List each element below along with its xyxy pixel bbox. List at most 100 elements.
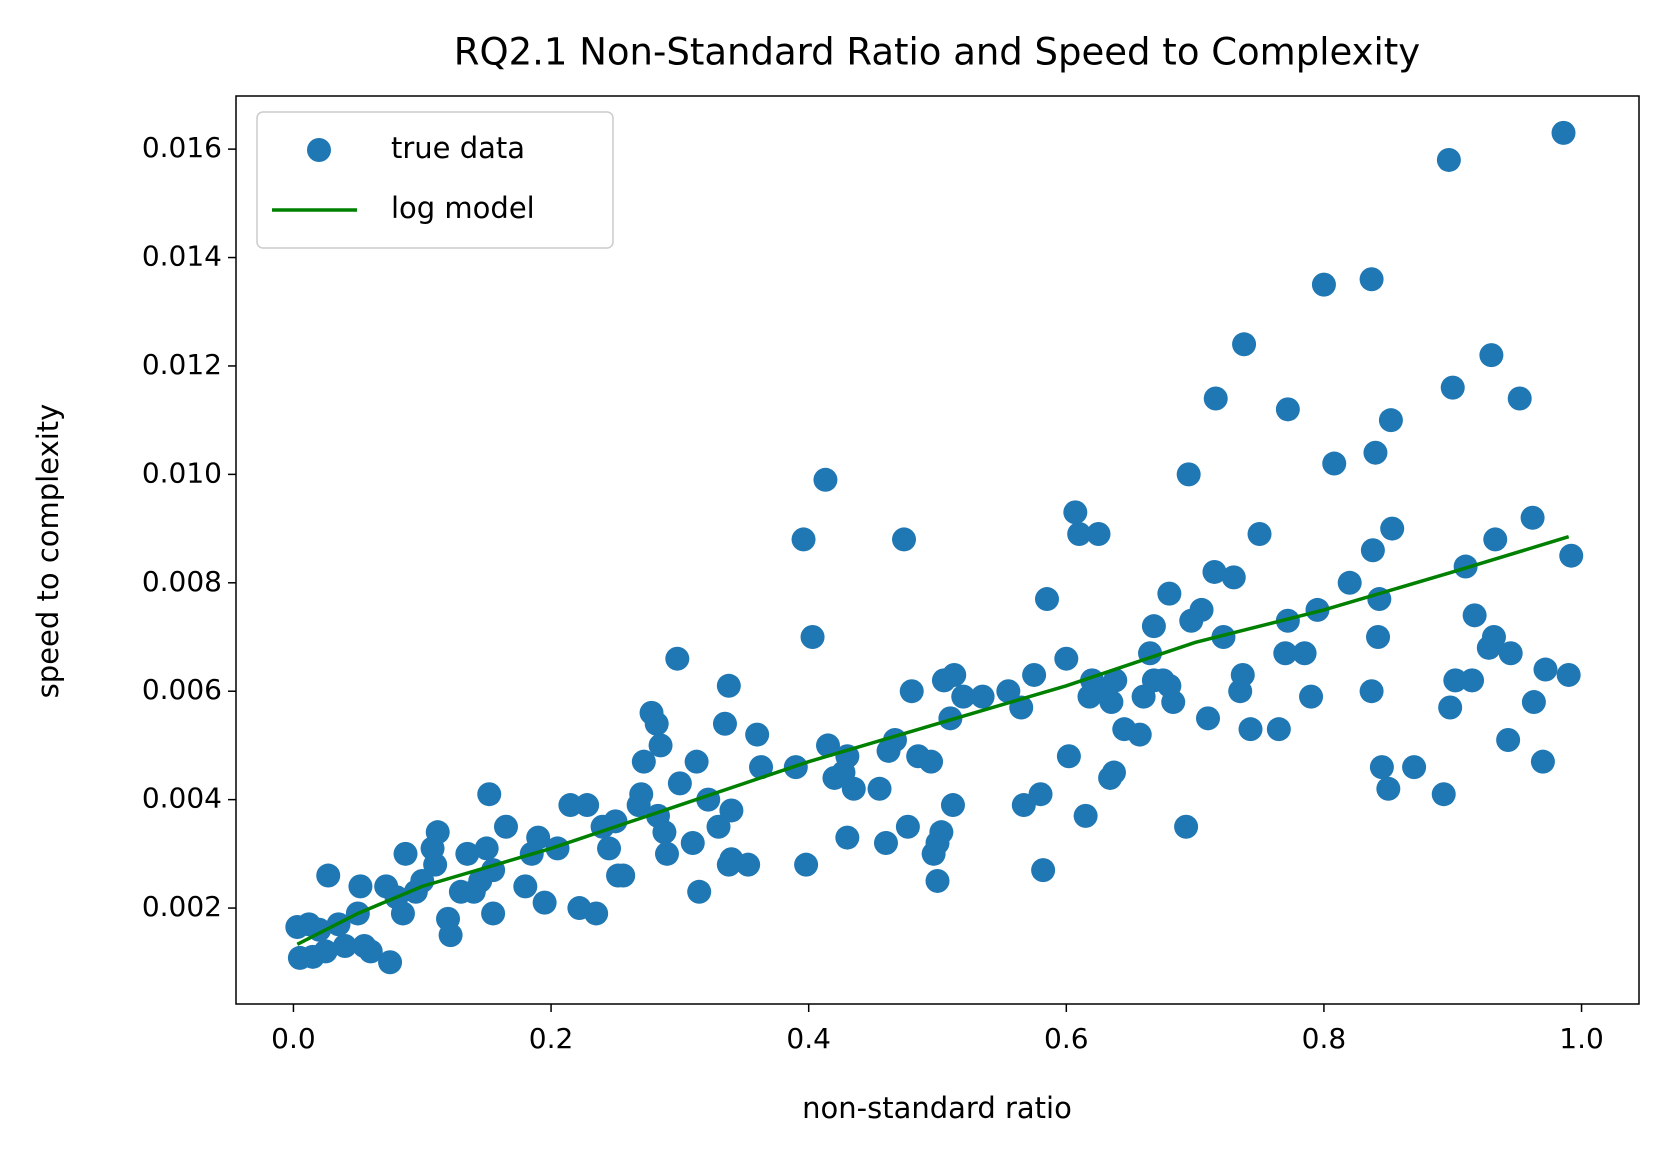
data-point [794, 852, 819, 877]
data-point [1520, 505, 1545, 530]
data-point [1063, 500, 1088, 525]
data-point [919, 749, 944, 774]
data-point [1196, 706, 1221, 731]
data-point [800, 625, 825, 650]
x-tick-label: 0.6 [1044, 1022, 1089, 1055]
data-point [1359, 679, 1384, 704]
data-point [1483, 527, 1508, 552]
data-point [1376, 776, 1401, 801]
data-point [631, 749, 656, 774]
data-point [1402, 755, 1427, 780]
data-point [316, 863, 341, 888]
x-tick-label: 0.8 [1302, 1022, 1347, 1055]
data-point [1292, 641, 1317, 666]
data-point [667, 771, 692, 796]
data-point [1266, 717, 1291, 742]
data-point [1556, 662, 1581, 687]
data-point [1462, 603, 1487, 628]
data-point [1099, 690, 1124, 715]
data-point [1067, 522, 1092, 547]
chart-title: RQ2.1 Non-Standard Ratio and Speed to Co… [454, 31, 1420, 74]
data-point [393, 841, 418, 866]
data-point [1359, 267, 1384, 292]
data-point [1275, 397, 1300, 422]
data-point [652, 820, 677, 845]
data-point [1073, 803, 1098, 828]
x-tick-label: 0.2 [529, 1022, 574, 1055]
data-point [390, 901, 415, 926]
data-point [716, 673, 741, 698]
x-tick-label: 1.0 [1559, 1022, 1604, 1055]
data-point [1440, 375, 1465, 400]
data-point [493, 814, 518, 839]
data-point [1056, 744, 1081, 769]
data-point [575, 793, 600, 818]
legend-label: true data [391, 131, 525, 165]
data-point [1438, 695, 1463, 720]
data-point [1299, 684, 1324, 709]
data-point [1460, 668, 1485, 693]
data-point [970, 684, 995, 709]
data-point [1221, 565, 1246, 590]
data-point [1496, 728, 1521, 753]
data-point [1157, 673, 1182, 698]
data-point [1238, 717, 1263, 742]
data-point [410, 868, 435, 893]
data-point [644, 711, 669, 736]
data-point [841, 776, 866, 801]
y-tick-label: 0.016 [142, 131, 222, 164]
data-point [1363, 440, 1388, 465]
data-point [584, 901, 609, 926]
data-point [1551, 120, 1576, 145]
y-tick-label: 0.006 [142, 673, 222, 706]
data-point [687, 879, 712, 904]
data-point [1176, 462, 1201, 487]
plot-frame [235, 95, 1640, 1005]
y-tick-label: 0.012 [142, 348, 222, 381]
legend-label: log model [391, 191, 535, 225]
data-point [1369, 755, 1394, 780]
data-point [438, 923, 463, 948]
data-point [332, 933, 357, 958]
data-point [1202, 559, 1227, 584]
data-point [1230, 662, 1255, 687]
legend-box [256, 111, 614, 249]
data-point [1337, 570, 1362, 595]
y-tick-label: 0.002 [142, 890, 222, 923]
data-point [951, 684, 976, 709]
data-point [597, 836, 622, 861]
data-point [1521, 690, 1546, 715]
data-point [1203, 386, 1228, 411]
data-point [680, 830, 705, 855]
data-point [706, 814, 731, 839]
data-point [425, 820, 450, 845]
data-point [378, 950, 403, 975]
data-point [1022, 662, 1047, 687]
data-point [719, 798, 744, 823]
data-point [1360, 538, 1385, 563]
data-point [313, 939, 338, 964]
data-point [1443, 668, 1468, 693]
data-point [867, 776, 892, 801]
x-tick-label: 0.0 [271, 1022, 316, 1055]
data-point [611, 863, 636, 888]
data-point [940, 793, 965, 818]
data-point [929, 820, 954, 845]
data-point [558, 793, 583, 818]
data-point [1380, 516, 1405, 541]
data-point [1479, 343, 1504, 368]
data-point [1054, 646, 1079, 671]
y-tick-label: 0.004 [142, 782, 222, 815]
x-axis-label: non-standard ratio [802, 1091, 1072, 1125]
data-point [899, 679, 924, 704]
data-point [1103, 668, 1128, 693]
data-point [358, 939, 383, 964]
data-point [532, 890, 557, 915]
data-point [1378, 408, 1403, 433]
data-point [1273, 641, 1298, 666]
data-point [712, 711, 737, 736]
data-point [1086, 522, 1111, 547]
y-axis-label: speed to complexity [31, 404, 65, 699]
